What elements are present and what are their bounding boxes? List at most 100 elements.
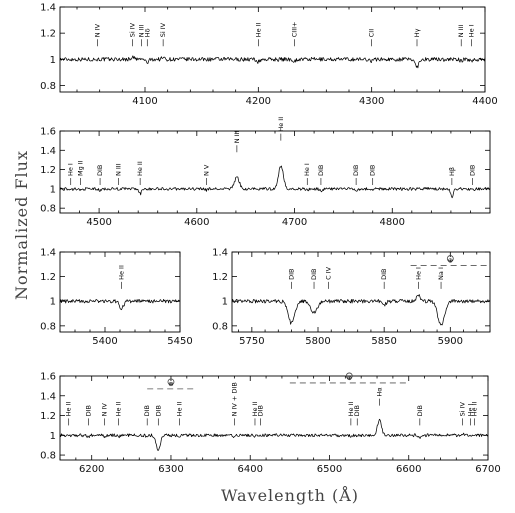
line-id-label: N V (203, 164, 211, 176)
panels-group: 4100 4200 4300 4400 0.8 1 1.2 1.4 N IV Si IV N III… (40, 3, 501, 476)
line-id-label: DIB (369, 165, 377, 176)
x-tick-label: 5400 (92, 336, 117, 347)
x-tick-label: 4700 (282, 217, 307, 228)
x-tick-label: 5450 (167, 336, 192, 347)
telluric-label: ⊕ (168, 380, 173, 388)
line-id-label: He I (303, 163, 311, 176)
y-tick-label: 1.4 (40, 3, 56, 14)
y-tick-label: 1.4 (212, 248, 228, 259)
x-tick-label: 4500 (86, 217, 111, 228)
earth-symbol (167, 378, 175, 386)
panel-frame (59, 6, 486, 93)
line-id-label: Hγ (413, 28, 421, 37)
y-tick-label: 1 (50, 55, 56, 66)
line-id-label: He I (67, 163, 75, 176)
y-tick-label: 1.4 (40, 146, 56, 157)
y-tick-label: 0.8 (40, 204, 56, 215)
x-tick-label: 5900 (438, 336, 463, 347)
x-tick-label: 4300 (359, 96, 384, 107)
y-tick-label: 1 (222, 297, 228, 308)
x-tick-label: 5750 (239, 336, 264, 347)
line-id-label: Hβ (448, 167, 456, 176)
line-id-label: Hδ (143, 28, 151, 37)
line-id-label: DIB (143, 405, 151, 416)
x-tick-label: 4100 (132, 96, 157, 107)
y-tick-label: 1.4 (40, 391, 56, 402)
panel-frame (59, 375, 489, 461)
y-tick-label: 1.2 (40, 165, 56, 176)
x-tick-label: 4400 (472, 96, 497, 107)
telluric-label: ⊕ (448, 257, 453, 265)
earth-symbol (446, 255, 454, 262)
line-id-label: N III (115, 163, 123, 176)
line-id-label: N IV (93, 23, 101, 37)
y-tick-label: 0.8 (40, 451, 56, 462)
x-tick-label: 6600 (396, 464, 421, 475)
line-id-label: DIB (288, 269, 296, 280)
y-tick-label: 1 (50, 297, 56, 308)
line-id-label: CII (368, 29, 376, 37)
line-id-label: Hα (375, 387, 383, 396)
spectrum-line (59, 418, 489, 451)
line-id-label: He II (277, 117, 285, 132)
line-id-label: DIB (468, 165, 476, 176)
spectrum-line (59, 55, 486, 69)
line-id-label: C IV (325, 266, 333, 280)
line-id-label: He I (467, 403, 475, 416)
line-id-label: DIB (257, 405, 265, 416)
spectrum-line (59, 165, 491, 199)
line-id-label: DIB (85, 405, 93, 416)
spectrum-line (231, 294, 491, 326)
x-tick-label: 4800 (380, 217, 405, 228)
line-id-label: Si IV (459, 401, 467, 416)
line-id-label: He II (115, 402, 123, 417)
y-tick-label: 1.6 (40, 372, 56, 383)
line-id-label: He II (254, 22, 262, 37)
y-axis-title: Normalized Flux (12, 150, 31, 300)
line-id-label: He II (471, 402, 479, 417)
x-tick-label: 6700 (475, 464, 500, 475)
line-id-label: He II (251, 402, 259, 417)
line-id-label: DIB (317, 165, 325, 176)
spectrum-line (59, 299, 181, 311)
line-id-label: He II (118, 265, 126, 280)
y-tick-label: 1.2 (212, 272, 228, 283)
line-id-label: DIB (416, 405, 424, 416)
panel-frame (231, 251, 491, 333)
line-id-label: He I (467, 24, 475, 37)
panel-5: 6200 6300 6400 6500 6600 6700 0.8 1 1.2 1.4 1.6 He … (40, 372, 501, 476)
y-tick-label: 0.8 (40, 321, 56, 332)
line-id-label: N III (138, 24, 146, 37)
line-id-label: DIB (96, 165, 104, 176)
panel-4: 5750 5800 5850 5900 0.8 1 1.2 1.4 DIB DIB C IV DIB H… (212, 248, 491, 347)
line-id-label: DIB (380, 269, 388, 280)
x-tick-label: 4200 (246, 96, 271, 107)
line-id-label: He II (176, 402, 184, 417)
y-tick-label: 1.6 (40, 127, 56, 138)
line-id-label: DIB (353, 405, 361, 416)
line-id-label: N IV (100, 403, 108, 417)
line-id-label: DIB (310, 269, 318, 280)
line-id-label: DIB (352, 165, 360, 176)
x-tick-label: 6500 (317, 464, 342, 475)
line-id-label: N III (233, 130, 241, 143)
line-id-label: He II (65, 402, 73, 417)
panel-frame (59, 130, 491, 214)
x-tick-label: 6400 (237, 464, 262, 475)
x-axis-title: Wavelength (Å) (221, 485, 359, 505)
x-tick-label: 6300 (158, 464, 183, 475)
line-id-label: He I (415, 267, 423, 280)
panel-3: 5400 5450 0.8 1 1.2 1.4 He II (40, 248, 193, 348)
y-tick-label: 1.2 (40, 272, 56, 283)
y-tick-label: 0.8 (212, 321, 228, 332)
telluric-label: ⊕ (347, 374, 352, 382)
x-tick-label: 4600 (184, 217, 209, 228)
line-id-label: CIII+ (291, 21, 299, 37)
earth-symbol (345, 372, 353, 380)
y-tick-label: 0.8 (40, 81, 56, 92)
line-id-label: N III (457, 24, 465, 37)
y-tick-label: 1.2 (40, 29, 56, 40)
y-tick-label: 1 (50, 431, 56, 442)
